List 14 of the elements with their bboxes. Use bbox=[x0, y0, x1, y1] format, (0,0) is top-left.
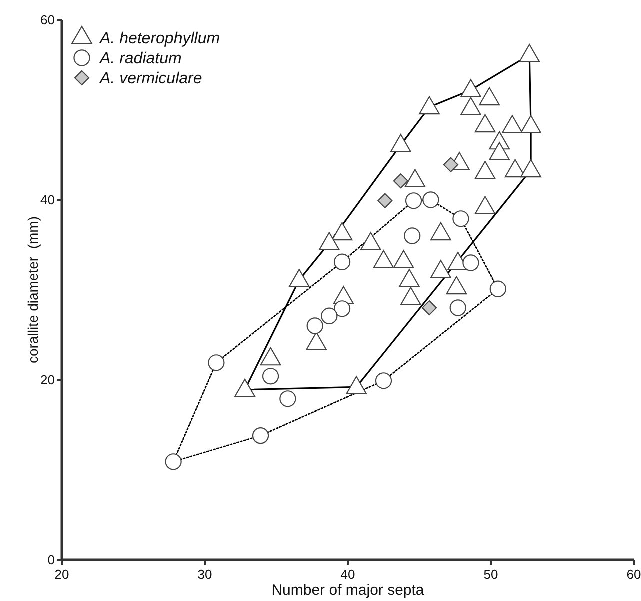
legend-label: A. heterophyllum bbox=[99, 30, 220, 48]
y-tick-label: 60 bbox=[40, 12, 55, 28]
y-tick-label: 0 bbox=[48, 552, 55, 568]
x-tick-label: 30 bbox=[198, 567, 212, 582]
x-tick-label: 20 bbox=[54, 567, 70, 582]
legend-label: A. vermiculare bbox=[99, 70, 202, 88]
x-tick-label: 60 bbox=[626, 567, 641, 582]
y-axis-title: corallite diameter (mm) bbox=[25, 216, 41, 364]
x-tick-label: 40 bbox=[340, 567, 356, 582]
x-tick-label: 50 bbox=[484, 567, 498, 582]
y-tick-label: 40 bbox=[40, 192, 55, 208]
legend-label: A. radiatum bbox=[99, 50, 182, 68]
x-axis-title: Number of major septa bbox=[272, 582, 425, 599]
y-tick-label: 20 bbox=[40, 372, 55, 388]
